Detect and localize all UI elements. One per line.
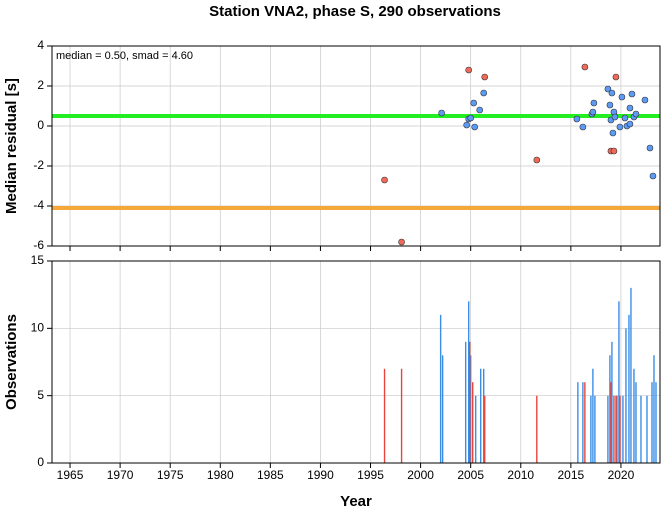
y-tick-label: 0 (37, 118, 44, 132)
point (476, 106, 484, 114)
x-tick-label: 2000 (407, 468, 434, 482)
y-tick-label: 0 (37, 455, 44, 469)
point (626, 104, 634, 112)
point (533, 156, 541, 164)
point (589, 108, 597, 116)
x-tick-label: 1965 (57, 468, 84, 482)
point (604, 85, 612, 93)
point (581, 63, 589, 71)
point (463, 121, 470, 129)
point (612, 73, 620, 81)
x-tick-label: 1980 (207, 468, 234, 482)
point (628, 90, 636, 98)
chart-title: Station VNA2, phase S, 290 observations (209, 3, 501, 20)
point (481, 73, 489, 81)
y-axis-label: Observations (3, 314, 20, 410)
point (616, 123, 624, 131)
y-tick-label: -4 (33, 198, 44, 212)
point (611, 113, 619, 121)
point (649, 172, 657, 180)
point (641, 96, 649, 104)
x-tick-label: 1995 (357, 468, 384, 482)
y-tick-label: 10 (31, 321, 45, 335)
y-tick-label: 5 (37, 388, 44, 402)
point (579, 123, 587, 131)
x-tick-label: 1975 (157, 468, 184, 482)
y-tick-label: 4 (37, 38, 44, 52)
x-tick-label: 1990 (307, 468, 334, 482)
x-tick-label: 1970 (107, 468, 134, 482)
y-tick-label: 2 (37, 78, 44, 92)
point (471, 123, 478, 131)
y-tick-label: 15 (31, 253, 45, 267)
x-tick-label: 2005 (457, 468, 484, 482)
point (618, 93, 626, 101)
point (610, 147, 618, 155)
plot-frame (51, 260, 661, 464)
x-tick-label: 2015 (558, 468, 585, 482)
y-tick-label: -2 (33, 158, 44, 172)
point (590, 99, 598, 107)
point (381, 176, 388, 184)
x-axis-label: Year (340, 493, 372, 510)
point (609, 129, 617, 137)
point (480, 89, 488, 97)
point (626, 120, 634, 128)
x-tick-label: 2010 (507, 468, 534, 482)
y-axis-label: Median residual [s] (3, 78, 20, 214)
point (438, 109, 445, 117)
point (608, 89, 616, 97)
annotation: median = 0.50, smad = 4.60 (56, 50, 193, 62)
x-tick-label: 2020 (608, 468, 635, 482)
point (621, 114, 629, 122)
y-tick-label: -6 (33, 238, 44, 252)
point (646, 144, 654, 152)
plot-frame (51, 45, 661, 247)
point (606, 101, 614, 109)
point (632, 110, 640, 118)
point (465, 66, 472, 74)
point (467, 114, 474, 122)
point (398, 238, 405, 246)
point (573, 115, 581, 123)
point (470, 99, 477, 107)
x-tick-label: 1985 (257, 468, 284, 482)
